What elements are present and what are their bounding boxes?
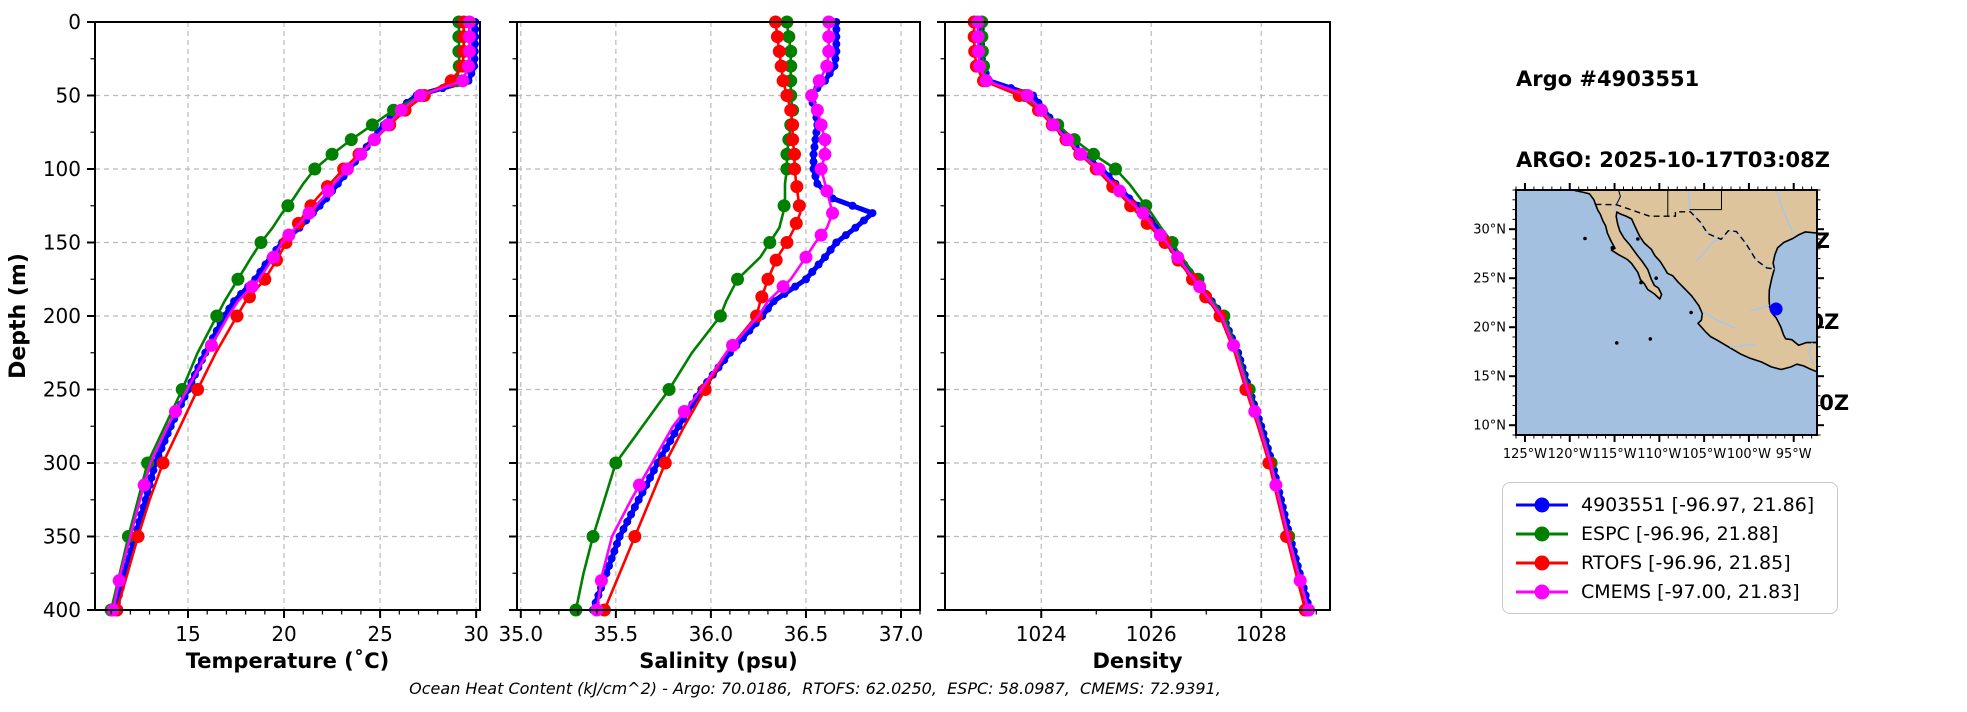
svg-text:36.0: 36.0 <box>689 622 734 646</box>
island-dot <box>1636 237 1640 241</box>
island-dot <box>1583 236 1587 241</box>
legend-entry-label: 4903551 [-96.97, 21.86] <box>1581 493 1815 516</box>
svg-text:1026: 1026 <box>1126 622 1177 646</box>
map-lon-tick-label: 120°W <box>1548 447 1592 462</box>
salinity-panel: 35.0 35.5 36.0 36.5 37.0 Salinity (psu) <box>499 15 924 673</box>
map-lon-tick-label: 95°W <box>1776 447 1812 462</box>
map-lon-tick-label: 115°W <box>1592 447 1636 462</box>
island-dot <box>1639 280 1643 285</box>
svg-text:350: 350 <box>43 525 81 549</box>
river-line <box>1695 238 1721 263</box>
svg-text:50: 50 <box>56 84 81 108</box>
river-line <box>1775 190 1795 236</box>
map-lon-tick-label: 125°W <box>1503 447 1547 462</box>
map-lon-tick-label: 100°W <box>1727 447 1771 462</box>
legend-entry-3: RTOFS [-96.96, 21.85] <box>1513 548 1825 577</box>
svg-text:37.0: 37.0 <box>879 622 924 646</box>
river-line <box>1808 342 1815 365</box>
legend-entry-label: CMEMS [-97.00, 21.83] <box>1581 580 1800 603</box>
island-dot <box>1689 310 1693 315</box>
svg-text:300: 300 <box>43 451 81 475</box>
salinity-axis-label: Salinity (psu) <box>639 649 798 673</box>
series-legend: 4903551 [-96.97, 21.86] ESPC [-96.96, 21.… <box>1502 482 1838 614</box>
float-position-marker <box>1769 302 1783 316</box>
svg-text:1024: 1024 <box>1016 622 1067 646</box>
state-border-line <box>1615 190 1621 205</box>
map-lon-tick-label: 105°W <box>1682 447 1726 462</box>
density-panel: 1024 1026 1028 Density <box>937 15 1331 673</box>
svg-text:200: 200 <box>43 304 81 328</box>
temperature-panel: 15 20 25 30050100150200250300350400Temperat… <box>43 10 489 673</box>
y-axis-label: Depth (m) <box>6 253 31 379</box>
river-line <box>1750 304 1770 312</box>
legend-entry-label: RTOFS [-96.96, 21.85] <box>1581 551 1791 574</box>
svg-text:36.5: 36.5 <box>784 622 829 646</box>
svg-text:0: 0 <box>68 10 81 34</box>
svg-text:400: 400 <box>43 598 81 622</box>
legend-entry-2: ESPC [-96.96, 21.88] <box>1513 519 1825 548</box>
svg-text:250: 250 <box>43 378 81 402</box>
map-lat-tick-label: 20°N <box>1473 321 1506 336</box>
series-line-cmems <box>976 20 1310 612</box>
series-line-espc <box>574 20 794 612</box>
legend-entry-label: ESPC [-96.96, 21.88] <box>1581 522 1779 545</box>
series-line-cmems <box>111 20 471 612</box>
svg-text:25: 25 <box>367 622 392 646</box>
mexico-landmass <box>1569 190 1817 373</box>
svg-text:100: 100 <box>43 157 81 181</box>
svg-text:1028: 1028 <box>1236 622 1287 646</box>
density-axis-label: Density <box>1092 649 1182 673</box>
argo-timestamp: ARGO: 2025-10-17T03:08Z <box>1516 148 1830 172</box>
svg-text:35.5: 35.5 <box>594 622 639 646</box>
svg-text:20: 20 <box>271 622 296 646</box>
legend-marker-icon <box>1516 497 1568 512</box>
legend-entry-1: 4903551 [-96.97, 21.86] <box>1513 490 1825 519</box>
legend-marker-icon <box>1516 584 1568 599</box>
legend-marker-icon <box>1516 526 1568 541</box>
ocean-heat-content-footer: Ocean Heat Content (kJ/cm^2) - Argo: 70.… <box>409 679 1221 698</box>
legend-entry-4: CMEMS [-97.00, 21.83] <box>1513 577 1825 606</box>
legend-marker-icon <box>1516 555 1568 570</box>
svg-text:35.0: 35.0 <box>499 622 544 646</box>
temperature-axis-label: Temperature (˚C) <box>186 649 389 673</box>
island-dot <box>1648 337 1653 341</box>
map-lat-tick-label: 15°N <box>1473 370 1506 385</box>
map-lat-tick-label: 30°N <box>1473 223 1506 238</box>
river-line <box>1730 343 1756 348</box>
map-lon-tick-label: 110°W <box>1637 447 1681 462</box>
river-line <box>1701 310 1736 329</box>
map-lat-tick-label: 25°N <box>1473 272 1506 287</box>
island-dot <box>1610 246 1615 250</box>
location-map: 125°W 120°W 115°W 110°W 105°W 100°W 95°W 30°N 25… <box>1473 183 1824 462</box>
float-id-title: Argo #4903551 <box>1516 67 1700 91</box>
us-mexico-border <box>1595 203 1775 270</box>
profile-charts-svg: Depth (m)15 20 25 3005010015020025030035040… <box>6 10 1331 673</box>
series-line-cmems <box>595 20 834 612</box>
island-dot <box>1654 276 1658 280</box>
svg-text:150: 150 <box>43 231 81 255</box>
island-dot <box>1614 341 1619 345</box>
map-lat-tick-label: 10°N <box>1473 419 1506 434</box>
svg-text:30: 30 <box>463 622 488 646</box>
svg-text:15: 15 <box>175 622 200 646</box>
